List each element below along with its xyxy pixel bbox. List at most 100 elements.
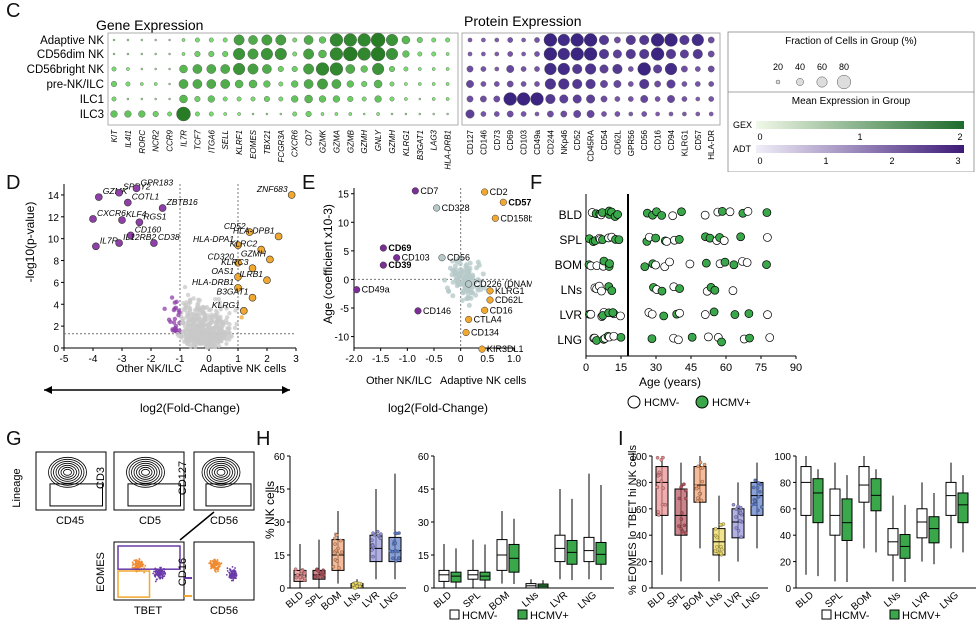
gate xyxy=(205,483,252,507)
gene-label: RORC xyxy=(138,130,147,154)
box-category: LNs xyxy=(520,590,541,610)
box-category: BLD xyxy=(646,590,668,611)
protein-label: CD103 xyxy=(520,129,529,154)
adt-tick: 3 xyxy=(955,156,960,166)
age-highlight xyxy=(433,204,441,212)
event-dot xyxy=(231,566,234,568)
box-point xyxy=(331,564,336,569)
age-dot xyxy=(674,235,684,244)
gene-dot xyxy=(263,80,271,88)
box-point xyxy=(682,482,686,487)
fraction-dot xyxy=(816,76,828,88)
f-xtick-label: 75 xyxy=(755,362,767,374)
protein-dot xyxy=(493,111,500,117)
gene-dot xyxy=(291,65,298,72)
protein-dot xyxy=(625,35,636,46)
age-point xyxy=(467,265,473,271)
gene-dot xyxy=(431,67,436,71)
d-xtick-label: -4 xyxy=(89,354,98,365)
event-dot xyxy=(234,576,237,579)
box-ytick-label: 0 xyxy=(785,584,791,595)
panel-g-gating: Lineage CD45 CD3 CD5 CD127 CD56 EOMES TBET CD16 C… xyxy=(11,451,255,617)
box-point xyxy=(680,529,685,534)
volcano-point xyxy=(202,313,208,319)
gene-dot xyxy=(418,112,421,116)
e-xtick-label: 1.0 xyxy=(507,354,521,365)
f-row-label: LVR xyxy=(560,308,583,322)
protein-dot xyxy=(572,78,583,89)
box-point xyxy=(375,529,380,534)
age-dot xyxy=(613,210,622,219)
protein-label: CD16 xyxy=(654,129,663,150)
gex-tick: 2 xyxy=(957,132,962,142)
event-dot xyxy=(231,571,234,573)
protein-dot xyxy=(534,37,540,43)
protein-dot xyxy=(708,96,715,102)
event-dot xyxy=(161,570,164,573)
d-ytick-label: 4 xyxy=(53,300,59,311)
fraction-dot xyxy=(796,78,804,86)
legend-mean-title: Mean Expression in Group xyxy=(792,96,911,107)
volcano-point xyxy=(191,296,196,301)
protein-label: CD94 xyxy=(667,129,676,150)
volcano-point xyxy=(195,306,201,311)
age-highlight xyxy=(414,307,422,315)
d-xtick-label: -2 xyxy=(147,354,156,365)
event-dot xyxy=(158,572,160,574)
row-label: CD56dim NK xyxy=(37,49,104,61)
gene-dot xyxy=(360,65,368,73)
protein-label: CD56 xyxy=(640,129,649,150)
gene-dot xyxy=(347,95,354,102)
row-label: ILC1 xyxy=(80,94,104,106)
gene-dot xyxy=(386,34,399,47)
box-point xyxy=(677,524,681,528)
volcano-point xyxy=(222,335,227,341)
volcano-point xyxy=(239,315,244,320)
gating-axis-label: CD3 xyxy=(95,467,107,489)
age-highlight xyxy=(465,315,473,323)
f-row-label: LNs xyxy=(561,283,582,297)
box-point xyxy=(696,464,700,469)
box-category: SPL xyxy=(461,590,483,611)
volcano-gene-label: ILRB1 xyxy=(239,269,263,279)
volcano-highlight xyxy=(240,307,248,315)
protein-dot xyxy=(494,37,500,43)
gene-dot xyxy=(154,67,157,71)
age-point xyxy=(450,258,456,264)
box-point xyxy=(393,549,398,553)
protein-dot xyxy=(547,110,554,118)
arrow-gate xyxy=(179,511,215,541)
protein-dot xyxy=(558,78,570,90)
protein-dot xyxy=(681,81,688,87)
gene-dot xyxy=(445,52,450,56)
age-point xyxy=(470,274,476,280)
d-ytick-label: 0 xyxy=(53,344,59,355)
age-point xyxy=(475,277,481,283)
d-xtick-label: -1 xyxy=(176,354,185,365)
gene-label: CXCR6 xyxy=(291,129,300,157)
protein-dot xyxy=(560,110,568,118)
box-point xyxy=(684,488,688,493)
protein-dot xyxy=(639,49,650,60)
gene-dot xyxy=(445,67,450,71)
protein-dot xyxy=(601,111,607,117)
gene-grid-frame xyxy=(107,32,459,126)
volcano-xlabel: log2(Fold-Change) xyxy=(140,401,240,415)
fraction-tick: 20 xyxy=(773,62,783,72)
panel-f-age-dotplot: 0 15 30 45 60 75 90 BLD SPL BOM LNs LVR LNG Age (yea… xyxy=(555,194,802,409)
gene-dot xyxy=(334,112,339,116)
gene-dot xyxy=(152,110,159,117)
box-ytick-label: 45 xyxy=(274,485,286,496)
box-point xyxy=(684,531,688,535)
volcano-point xyxy=(184,333,189,338)
box xyxy=(595,541,607,565)
volcano-point xyxy=(224,320,230,326)
event-dot xyxy=(162,575,165,578)
gene-dot xyxy=(178,79,189,89)
gene-dot xyxy=(370,32,386,48)
box-point xyxy=(655,485,660,489)
volcano-gene-label: KLRC3 xyxy=(221,257,249,267)
gene-dot xyxy=(192,64,203,74)
volcano-point xyxy=(188,344,193,349)
